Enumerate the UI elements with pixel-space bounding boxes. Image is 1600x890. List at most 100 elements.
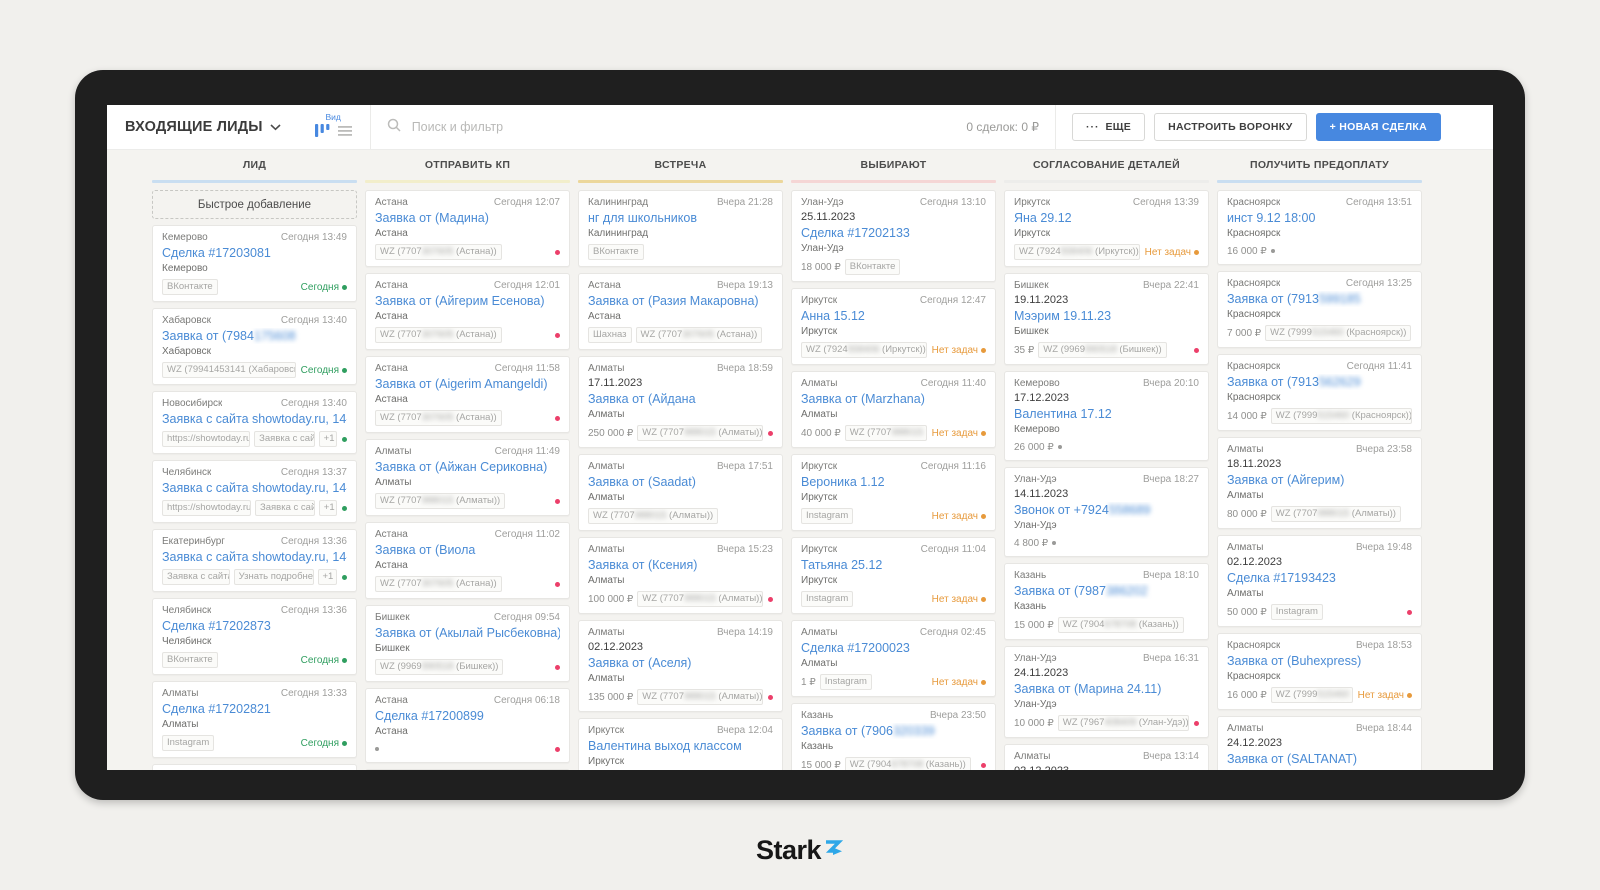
deal-title-link[interactable]: Заявка от (7913562629 bbox=[1227, 375, 1361, 389]
setup-pipeline-button[interactable]: НАСТРОИТЬ ВОРОНКУ bbox=[1154, 113, 1307, 141]
deal-title-link[interactable]: Заявка от (7906320339 bbox=[801, 724, 935, 738]
deal-title-link[interactable]: Сделка #17202133 bbox=[801, 226, 910, 240]
deal-title-link[interactable]: Заявка с сайта showtoday.ru, 14-11-2023 … bbox=[162, 412, 347, 426]
deal-card[interactable]: Красноярск Сегодня 13:25 Заявка от (791359… bbox=[1217, 271, 1422, 348]
deal-card[interactable]: Алматы Сегодня 11:49 Заявка от (Айжан Сери… bbox=[365, 439, 570, 516]
deal-title-link[interactable]: Заявка от (Айгерим) bbox=[1227, 473, 1345, 487]
deal-title-link[interactable]: Татьяна 25.12 bbox=[801, 558, 883, 572]
deal-card[interactable]: Алматы Вчера 15:23 Заявка от (Ксения) Алмат… bbox=[578, 537, 783, 614]
deal-card[interactable]: Астана Сегодня 12:07 Заявка от (Мадина) Аст… bbox=[365, 190, 570, 267]
card-subtitle: Алматы bbox=[588, 575, 625, 586]
deal-card[interactable]: Алматы Вчера 14:19 02.12.2023 Заявка от (Ас… bbox=[578, 620, 783, 712]
deal-title-link[interactable]: Заявка от (Marzhana) bbox=[801, 392, 925, 406]
deal-card[interactable]: Казань Вчера 18:10 Заявка от (7987386202 Ка… bbox=[1004, 563, 1209, 640]
deal-title-link[interactable]: Заявка от (Виола bbox=[375, 543, 476, 557]
deal-card[interactable]: Иркутск Сегодня 13:39 Яна 29.12 Иркутск WZ (… bbox=[1004, 190, 1209, 267]
deal-card[interactable]: Хабаровск Сегодня 13:40 Заявка от (7984175… bbox=[152, 308, 357, 385]
deal-card[interactable]: Кемерово Сегодня 13:49 Сделка #17203081 Кем… bbox=[152, 225, 357, 302]
deal-title-link[interactable]: Звонок от +7924558689 bbox=[1014, 503, 1151, 517]
deal-title-link[interactable]: Валентина выход классом bbox=[588, 739, 742, 753]
deal-title-link[interactable]: Заявка от (Разия Макаровна) bbox=[588, 294, 759, 308]
deal-card[interactable]: Астана Сегодня 06:18 Сделка #17200899 Астан… bbox=[365, 688, 570, 763]
deal-title-link[interactable]: Мээрим 19.11.23 bbox=[1014, 309, 1112, 323]
deal-title-link[interactable]: Заявка от (Айгерим Есенова) bbox=[375, 294, 545, 308]
deal-title-link[interactable]: Заявка от (7913599185 bbox=[1227, 292, 1361, 306]
deal-card[interactable]: Красноярск Сегодня 11:41 Заявка от (791356… bbox=[1217, 354, 1422, 431]
deal-card[interactable]: Алматы Сегодня 11:40 Заявка от (Marzhana) А… bbox=[791, 371, 996, 448]
deal-card[interactable]: Алматы Вчера 18:44 24.12.2023 Заявка от (SA… bbox=[1217, 716, 1422, 770]
deal-title-link[interactable]: Анна 15.12 bbox=[801, 309, 865, 323]
deal-title-link[interactable]: Заявка от (7984175608 bbox=[162, 329, 296, 343]
deal-title-link[interactable]: Заявка от (Марина 24.11) bbox=[1014, 682, 1162, 696]
deal-title-link[interactable]: Заявка от (Акылай Рысбековна) bbox=[375, 626, 560, 640]
deal-card[interactable]: Калининград Вчера 21:28 нг для школьников К… bbox=[578, 190, 783, 267]
list-view-icon[interactable] bbox=[337, 124, 352, 142]
deal-card[interactable]: Бишкек Сегодня 09:54 Заявка от (Акылай Рыс… bbox=[365, 605, 570, 682]
deal-title-link[interactable]: Сделка #17203081 bbox=[162, 246, 271, 260]
deal-card[interactable]: Алматы Сегодня 02:45 Сделка #17200023 Алмат… bbox=[791, 620, 996, 697]
deal-card[interactable]: Улан-Удэ Вчера 16:31 24.11.2023 Заявка от (… bbox=[1004, 646, 1209, 738]
deal-title-link[interactable]: Заявка от (Аселя) bbox=[588, 656, 692, 670]
deal-title-link[interactable]: Заявка от (Buhexpress) bbox=[1227, 654, 1362, 668]
deal-title-link[interactable]: Яна 29.12 bbox=[1014, 211, 1072, 225]
deal-title-link[interactable]: Заявка от (Айжан Сериковна) bbox=[375, 460, 548, 474]
deal-title-link[interactable]: Заявка от (Мадина) bbox=[375, 211, 489, 225]
deal-price: 10 000 ₽ bbox=[1014, 717, 1054, 729]
deal-title-link[interactable]: Валентина 17.12 bbox=[1014, 407, 1112, 421]
more-button[interactable]: ··· ЕЩЕ bbox=[1071, 113, 1146, 141]
deal-card[interactable]: Астана Сегодня 11:02 Заявка от (Виола Астан… bbox=[365, 522, 570, 599]
card-footer: WZ (79941453141 (Хабаровск)) Сегодня bbox=[162, 362, 347, 378]
deal-card[interactable]: Иркутск Сегодня 11:04 Татьяна 25.12 Иркутск… bbox=[791, 537, 996, 614]
deal-card[interactable]: Красноярск Вчера 18:53 Заявка от (Buhexpre… bbox=[1217, 633, 1422, 710]
deal-card[interactable]: Казань Вчера 23:50 Заявка от (7906320339 Ка… bbox=[791, 703, 996, 770]
deal-title-link[interactable]: Сделка #17202873 bbox=[162, 619, 271, 633]
deal-card[interactable]: Алматы Вчера 18:59 17.11.2023 Заявка от (Ай… bbox=[578, 356, 783, 448]
search-input[interactable] bbox=[409, 119, 957, 135]
deal-title-link[interactable]: нг для школьников bbox=[588, 211, 697, 225]
deal-title-link[interactable]: Заявка от (Aigerim Amangeldi) bbox=[375, 377, 548, 391]
deal-title-link[interactable]: Заявка от (7987386202 bbox=[1014, 584, 1148, 598]
deal-title-link[interactable]: Вероника 1.12 bbox=[801, 475, 885, 489]
deal-title-link[interactable]: Заявка от (SALTANAT) bbox=[1227, 752, 1358, 766]
deal-card[interactable]: Алматы Сегодня 13:33 Сделка #17202821 Алмат… bbox=[152, 681, 357, 758]
deal-title-link[interactable]: Заявка с сайта showtoday.ru, 14-11-2023 … bbox=[162, 550, 347, 564]
deal-card[interactable]: Астана Сегодня 12:01 Заявка от (Айгерим Ес… bbox=[365, 273, 570, 350]
deal-title-link[interactable]: инст 9.12 18:00 bbox=[1227, 211, 1316, 225]
deal-card[interactable]: Челябинск Сегодня 13:37 Заявка с сайта sho… bbox=[152, 460, 357, 523]
deal-card[interactable]: Бишкек Вчера 22:41 19.11.2023 Мээрим 19.11.… bbox=[1004, 273, 1209, 365]
deal-card[interactable]: Алматы Вчера 19:48 02.12.2023 Сделка #17193… bbox=[1217, 535, 1422, 627]
card-footer-left: 16 000 ₽ bbox=[1227, 246, 1412, 257]
deal-card[interactable]: Алматы Вчера 17:51 Заявка от (Saadat) Алмат… bbox=[578, 454, 783, 531]
deal-title-link[interactable]: Сделка #17200023 bbox=[801, 641, 910, 655]
deal-title-link[interactable]: Заявка от (Saadat) bbox=[588, 475, 696, 489]
deal-card[interactable]: Астана Вчера 19:13 Заявка от (Разия Макаро… bbox=[578, 273, 783, 350]
deal-card[interactable]: Иркутск Сегодня 11:16 Вероника 1.12 Иркутск… bbox=[791, 454, 996, 531]
deal-card[interactable]: Улан-Удэ Вчера 18:27 14.11.2023 Звонок от +… bbox=[1004, 467, 1209, 557]
deal-card[interactable]: Красноярск Сегодня 13:51 инст 9.12 18:00 Кр… bbox=[1217, 190, 1422, 265]
deal-title-link[interactable]: Сделка #17200899 bbox=[375, 709, 484, 723]
deal-card[interactable]: Астана Сегодня 11:58 Заявка от (Aigerim Am… bbox=[365, 356, 570, 433]
deal-card[interactable]: Новосибирск Сегодня 13:40 Заявка с сайта s… bbox=[152, 391, 357, 454]
quick-add-button[interactable]: Быстрое добавление bbox=[152, 190, 357, 219]
deal-card[interactable]: Иркутск Вчера 12:04 Валентина выход классо… bbox=[578, 718, 783, 770]
card-status bbox=[342, 505, 347, 511]
deal-card[interactable]: Алматы Вчера 23:58 18.11.2023 Заявка от (Ай… bbox=[1217, 437, 1422, 529]
deal-title-link[interactable]: Заявка от (Ксения) bbox=[588, 558, 698, 572]
deal-card[interactable]: Кемерово Вчера 20:10 17.12.2023 Валентина 1… bbox=[1004, 371, 1209, 461]
card-meta-row: Иркутск Сегодня 12:47 bbox=[801, 294, 986, 307]
deal-title-link[interactable]: Заявка от (Айдана bbox=[588, 392, 696, 406]
kanban-view-icon[interactable] bbox=[314, 124, 330, 142]
deal-title-link[interactable]: Сделка #17193423 bbox=[1227, 571, 1336, 585]
deal-card[interactable]: Иркутск Сегодня 12:47 Анна 15.12 Иркутск WZ … bbox=[791, 288, 996, 365]
pipeline-selector[interactable]: ВХОДЯЩИЕ ЛИДЫ bbox=[125, 118, 281, 136]
deal-card[interactable]: Челябинск Сегодня 13:36 Сделка #17202873 Че… bbox=[152, 598, 357, 675]
note-dot-icon bbox=[375, 747, 379, 751]
deal-title-link[interactable]: Сделка #17202821 bbox=[162, 702, 271, 716]
deal-title-link[interactable]: Заявка с сайта showtoday.ru, 14-11-2023 … bbox=[162, 481, 347, 495]
new-deal-button[interactable]: + НОВАЯ СДЕЛКА bbox=[1315, 113, 1441, 141]
deal-card[interactable]: Екатеринбург Сегодня 13:36 Заявка с сайта … bbox=[152, 529, 357, 592]
deal-card[interactable]: Улан-Удэ Сегодня 13:10 25.11.2023 Сделка #1… bbox=[791, 190, 996, 282]
